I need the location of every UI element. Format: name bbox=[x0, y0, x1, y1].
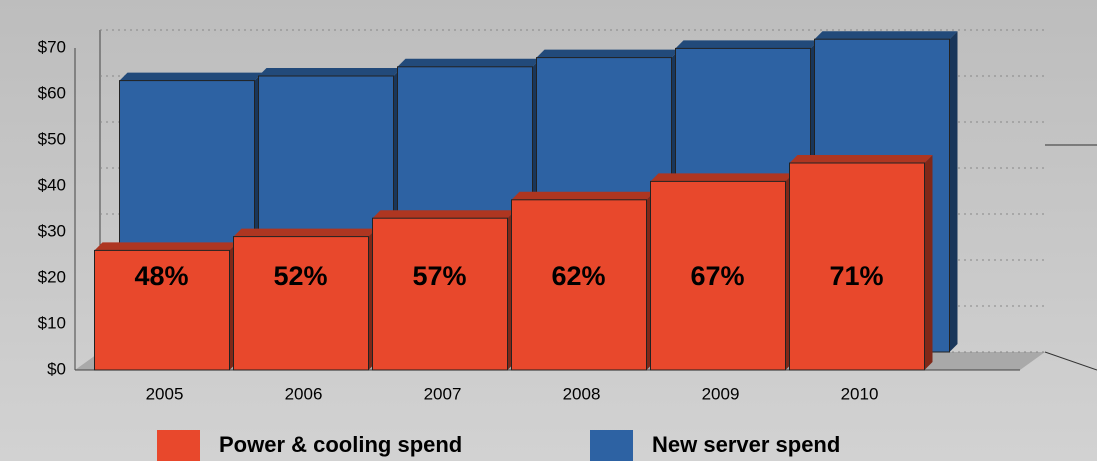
ratio-label: 67% bbox=[690, 261, 744, 291]
ratio-label: 48% bbox=[134, 261, 188, 291]
bar-side bbox=[949, 31, 958, 352]
bar-side bbox=[924, 155, 933, 370]
legend-label: Power & cooling spend bbox=[219, 432, 462, 457]
ratio-label: 52% bbox=[273, 261, 327, 291]
x-tick-label: 2008 bbox=[563, 384, 601, 403]
bar-top bbox=[536, 49, 680, 58]
ratio-label: 62% bbox=[551, 261, 605, 291]
bar-top bbox=[119, 72, 263, 81]
x-tick-label: 2005 bbox=[146, 384, 184, 403]
x-tick-label: 2009 bbox=[702, 384, 740, 403]
ratio-label: 57% bbox=[412, 261, 466, 291]
bar-top bbox=[675, 40, 819, 49]
bar bbox=[372, 217, 508, 371]
bar bbox=[511, 199, 647, 371]
legend-swatch bbox=[157, 430, 200, 461]
bracket bbox=[1044, 351, 1097, 371]
y-tick-label: $50 bbox=[38, 129, 66, 148]
y-tick-label: $40 bbox=[38, 175, 66, 194]
legend-swatch bbox=[590, 430, 633, 461]
y-tick-label: $20 bbox=[38, 267, 66, 286]
bar-top bbox=[233, 228, 377, 237]
y-tick-label: $10 bbox=[38, 313, 66, 332]
ratio-label: 71% bbox=[829, 261, 883, 291]
legend-label: New server spend bbox=[652, 432, 840, 457]
bar bbox=[233, 236, 369, 371]
bar-top bbox=[789, 155, 933, 163]
bar-top bbox=[397, 58, 541, 67]
bar bbox=[789, 162, 925, 371]
bar-top bbox=[511, 191, 655, 200]
y-tick-label: $30 bbox=[38, 221, 66, 240]
bar-top bbox=[650, 173, 794, 182]
x-tick-label: 2007 bbox=[424, 384, 462, 403]
x-tick-label: 2006 bbox=[285, 384, 323, 403]
y-tick-label: $0 bbox=[47, 359, 66, 378]
bar-top bbox=[372, 210, 516, 219]
bar-top bbox=[258, 68, 402, 76]
bar bbox=[650, 180, 786, 371]
bar-top bbox=[814, 31, 958, 40]
bar-top bbox=[94, 242, 238, 251]
y-tick-label: $70 bbox=[38, 37, 66, 56]
y-tick-label: $60 bbox=[38, 83, 66, 102]
x-tick-label: 2010 bbox=[841, 384, 879, 403]
bar bbox=[94, 249, 230, 371]
